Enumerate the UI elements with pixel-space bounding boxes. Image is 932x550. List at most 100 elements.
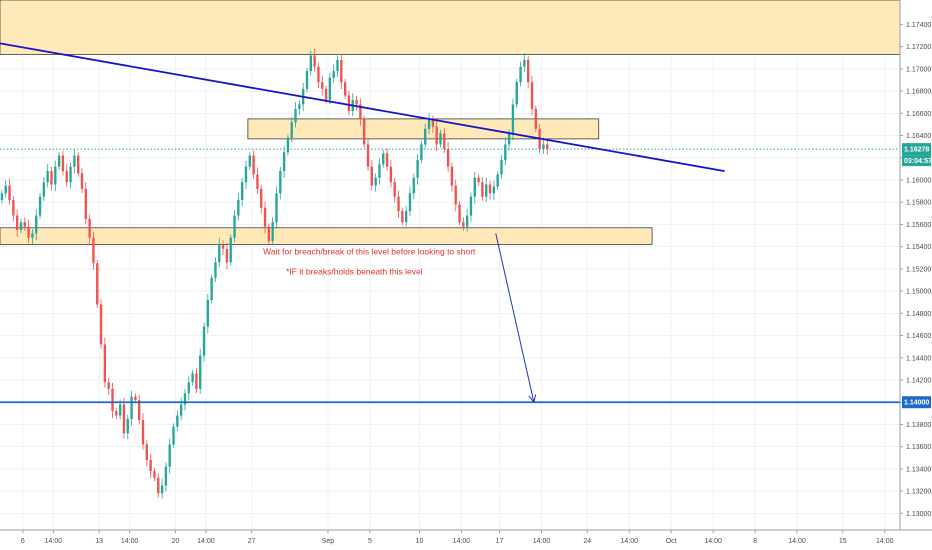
candle-body [210,277,213,300]
candle [214,257,217,282]
candle-body [179,404,183,416]
x-tick-label: 14:00 [533,538,551,545]
candle [393,178,396,203]
candle [88,214,91,244]
candle [267,223,271,245]
candle-body [168,444,171,467]
y-axis-panel [900,0,932,550]
x-tick-label: 14:00 [45,538,63,545]
candle [305,67,309,93]
candle [76,152,80,177]
candle [439,130,442,148]
candle-body [271,222,274,242]
candle [530,76,534,116]
candle-body [294,108,297,123]
candle-body [221,244,225,249]
candle-body [343,82,347,96]
candle [275,186,278,228]
candle [328,72,332,105]
candle [221,240,225,255]
candle [370,159,374,191]
candle [473,171,476,204]
candle-body [141,420,145,445]
candle [401,207,404,226]
y-tick-label: 1.16000 [906,178,931,185]
y-tick-label: 1.15200 [906,266,931,273]
candle-body [465,215,469,227]
candle [145,440,149,466]
candle-body [84,188,87,219]
candle [389,159,393,188]
candle [107,378,110,395]
candle [271,217,274,246]
candle-body [420,144,423,160]
candle [240,178,244,206]
candle [359,98,362,126]
candle-body [99,304,103,345]
x-tick-label: 14:00 [704,538,722,545]
x-tick-label: 10 [416,538,424,545]
candle [35,209,38,241]
candle-body [248,155,251,167]
candle [465,208,469,232]
candle-body [229,237,232,263]
candle-body [435,126,438,145]
x-tick-label: Sep [322,538,335,545]
candle-body [260,188,263,208]
candle-body [244,166,248,183]
candle [38,193,42,219]
candle-body [427,120,431,129]
candle-body [305,71,309,89]
candle [46,164,49,188]
candle [61,150,65,176]
candle-body [473,177,476,197]
candle [294,102,297,128]
candle-body [164,466,168,486]
candle-body [507,133,511,145]
candle-body [439,133,442,145]
candle [519,61,522,87]
zone-2 [247,118,600,140]
candle-body [4,185,7,194]
candle-body [202,326,206,356]
candle [229,234,232,266]
candle-body [534,108,537,129]
candle [233,210,236,242]
candle [542,137,545,154]
candle [73,149,76,174]
candle-body [195,373,198,389]
candle-body [122,404,126,434]
candle [347,90,351,116]
candle-body [309,55,312,72]
candle [27,219,30,243]
candle-body [183,393,187,405]
candle [149,454,152,478]
candle-body [286,137,290,153]
candle-body [332,71,335,78]
candle-body [138,400,141,420]
candle-body [424,128,427,145]
candle-body [481,182,484,197]
candle-body [76,155,80,174]
candle [431,115,435,133]
y-tick-label: 1.14400 [906,355,931,362]
candle-body [103,344,107,383]
candle-body [252,155,255,175]
candle-body [408,193,412,212]
candle [462,217,465,231]
candle-body [515,82,518,105]
candle [99,299,103,349]
candle [183,389,187,411]
candle-body [443,133,446,149]
candle [496,171,499,190]
candle-body [279,171,282,194]
candle-body [462,222,465,227]
x-tick-label: 13 [95,538,103,545]
zone-1 [0,0,901,55]
y-tick-label: 1.13600 [906,444,931,451]
candle-body [12,200,15,216]
candle-body [275,193,278,223]
x-tick-label: 17 [496,538,504,545]
candle-body [523,60,526,67]
